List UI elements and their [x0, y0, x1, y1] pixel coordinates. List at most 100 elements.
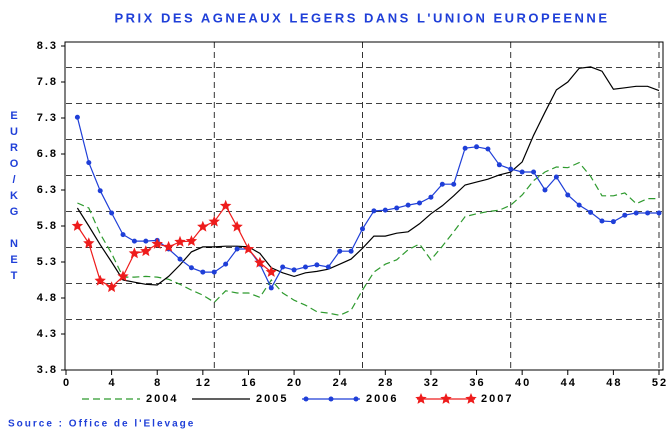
series-line	[77, 161, 659, 316]
point	[531, 169, 537, 175]
point	[348, 248, 354, 254]
y-tick-label: 3.8	[37, 364, 58, 376]
point	[131, 238, 137, 244]
x-tick-label: 36	[469, 377, 485, 389]
x-tick-label: 0	[63, 377, 71, 389]
point	[268, 285, 274, 291]
point	[83, 237, 95, 249]
point	[140, 245, 152, 257]
plot-area: 3.84.34.85.35.86.36.87.37.88.30 4 8 12 16 20 2…	[37, 40, 668, 405]
series-line	[76, 117, 659, 290]
x-tick-label: 8	[154, 377, 162, 389]
point	[162, 240, 175, 252]
point	[337, 248, 343, 254]
point	[519, 169, 525, 175]
point	[439, 181, 445, 187]
x-tick-label: 48	[606, 377, 622, 389]
x-tick-label: 20	[287, 377, 303, 389]
point	[599, 218, 605, 224]
point	[496, 162, 502, 168]
point	[188, 265, 194, 271]
y-tick-label: 5.8	[37, 220, 58, 232]
point	[231, 220, 243, 232]
point	[197, 220, 209, 232]
series-line	[76, 66, 660, 286]
x-tick-label: 28	[378, 377, 394, 389]
point	[265, 266, 277, 277]
point	[219, 199, 232, 211]
source: Source : Office de l'Elevage	[8, 419, 195, 430]
point	[451, 181, 457, 187]
point	[610, 219, 616, 225]
point	[242, 243, 255, 254]
chart-title: PRIX DES AGNEAUX LEGERS DANS L'UNION EUR…	[115, 10, 610, 25]
point	[360, 226, 365, 232]
point	[474, 144, 480, 150]
point	[485, 146, 491, 152]
point	[234, 246, 240, 252]
point	[208, 215, 220, 227]
point	[428, 194, 434, 200]
point	[394, 205, 400, 211]
point	[405, 202, 411, 208]
y-tick-label: 7.3	[37, 112, 58, 124]
legend-marker	[353, 396, 359, 402]
point	[302, 264, 308, 270]
y-tick-label: 4.3	[37, 328, 58, 340]
point	[553, 174, 559, 180]
point	[588, 209, 594, 215]
point	[97, 188, 103, 194]
point	[633, 210, 639, 216]
x-tick-label: 44	[561, 377, 577, 389]
point	[622, 212, 628, 218]
y-tick-label: 7.8	[37, 76, 58, 88]
point	[645, 210, 651, 216]
legend-marker	[440, 393, 452, 404]
y-tick-label: 6.8	[37, 148, 58, 160]
point	[291, 267, 297, 273]
point	[174, 235, 186, 247]
point	[280, 264, 286, 270]
legend-marker	[465, 393, 477, 404]
x-tick-label: 52	[652, 377, 668, 389]
point	[542, 187, 548, 193]
point	[462, 145, 468, 151]
point	[382, 207, 388, 213]
x-tick-label: 4	[109, 377, 117, 389]
point	[177, 256, 183, 262]
legend-label: 2005	[256, 393, 288, 405]
point	[109, 210, 115, 216]
point	[656, 210, 662, 216]
point	[117, 270, 129, 282]
point	[120, 232, 126, 238]
x-tick-label: 12	[196, 377, 212, 389]
point	[325, 264, 331, 270]
point	[417, 200, 423, 206]
point	[371, 208, 377, 214]
legend-label: 2006	[366, 393, 398, 405]
point	[151, 238, 163, 249]
point	[94, 274, 106, 286]
y-tick-label: 5.3	[37, 256, 58, 268]
point	[565, 192, 571, 198]
point	[576, 202, 582, 208]
x-tick-label: 32	[424, 377, 440, 389]
point	[185, 235, 198, 246]
point	[105, 281, 118, 293]
y-tick-label: 4.8	[37, 292, 58, 304]
point	[143, 238, 149, 244]
point	[128, 247, 141, 259]
legend-marker	[328, 396, 334, 402]
point	[200, 269, 206, 275]
point	[508, 166, 514, 172]
point	[74, 114, 80, 120]
point	[211, 269, 217, 275]
x-tick-label: 24	[333, 377, 349, 389]
legend-marker	[415, 393, 427, 404]
y-tick-label: 8.3	[37, 40, 58, 52]
legend-marker	[303, 396, 309, 402]
point	[223, 261, 229, 267]
x-tick-label: 16	[241, 377, 257, 389]
